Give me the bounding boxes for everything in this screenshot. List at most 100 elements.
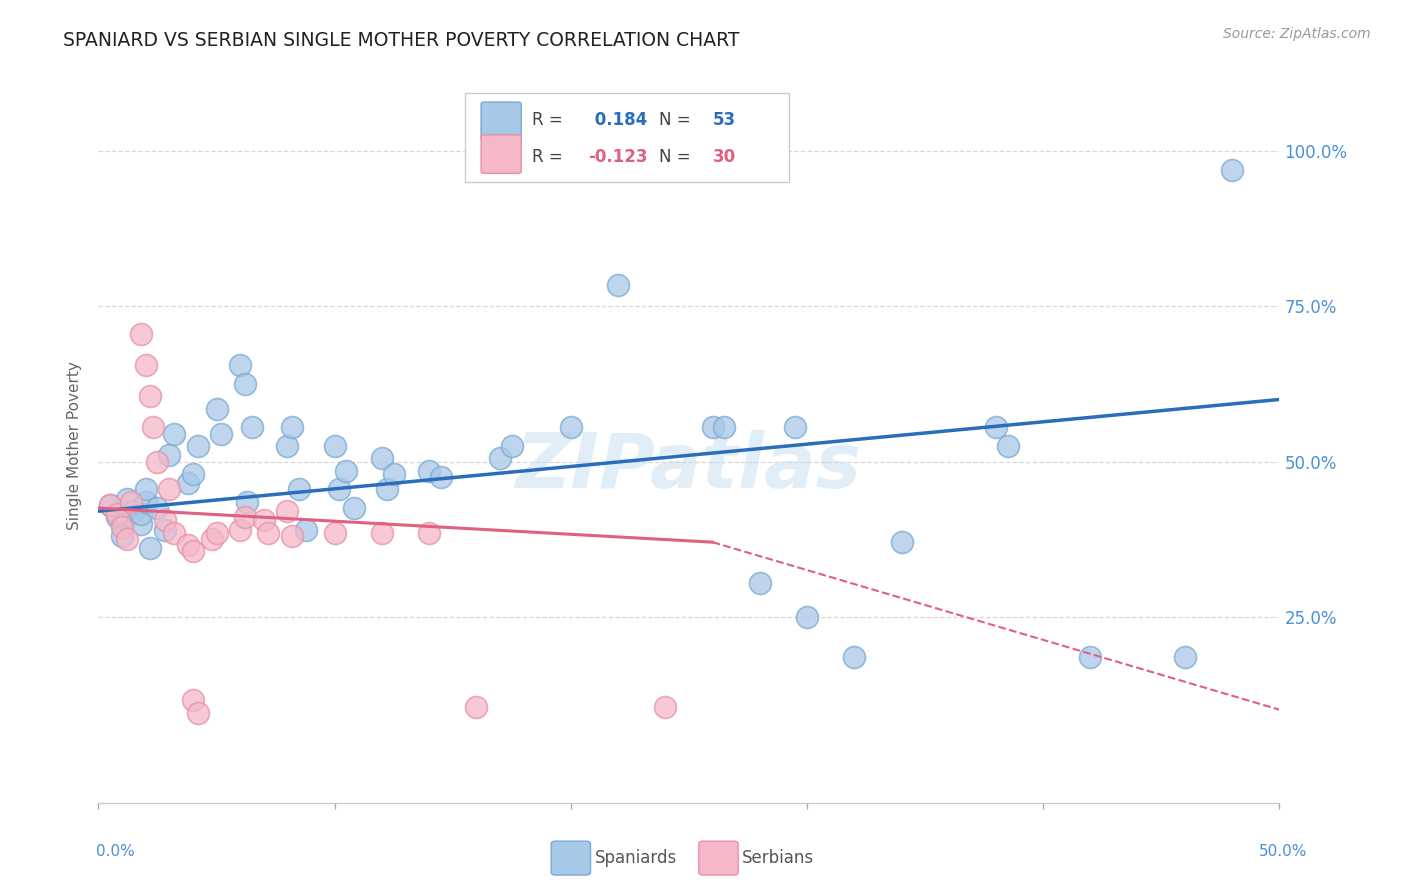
- Point: [654, 699, 676, 714]
- Point: [890, 535, 912, 549]
- Point: [181, 544, 204, 558]
- Point: [157, 448, 180, 462]
- Point: [139, 541, 162, 556]
- Point: [276, 439, 298, 453]
- Point: [187, 439, 209, 453]
- Point: [233, 376, 256, 391]
- Point: [98, 498, 121, 512]
- Point: [135, 495, 157, 509]
- Point: [201, 532, 224, 546]
- Point: [157, 483, 180, 497]
- Point: [163, 525, 186, 540]
- Text: ZIPatlas: ZIPatlas: [516, 431, 862, 504]
- Point: [205, 401, 228, 416]
- Point: [177, 476, 200, 491]
- Point: [105, 510, 128, 524]
- Point: [129, 508, 152, 522]
- Point: [560, 420, 582, 434]
- Point: [418, 464, 440, 478]
- Text: 0.184: 0.184: [589, 111, 647, 128]
- Text: Spaniards: Spaniards: [595, 849, 676, 867]
- Point: [129, 327, 152, 342]
- Point: [1220, 162, 1243, 177]
- Point: [142, 420, 165, 434]
- Point: [205, 525, 228, 540]
- Point: [98, 498, 121, 512]
- Point: [135, 359, 157, 373]
- Point: [328, 483, 350, 497]
- Point: [240, 420, 263, 434]
- Text: R =: R =: [531, 111, 568, 128]
- Point: [430, 470, 453, 484]
- Point: [121, 495, 143, 509]
- Text: 50.0%: 50.0%: [1260, 845, 1308, 859]
- Text: -0.123: -0.123: [589, 148, 648, 166]
- Text: 53: 53: [713, 111, 735, 128]
- FancyBboxPatch shape: [464, 93, 789, 182]
- Point: [382, 467, 405, 481]
- Point: [501, 439, 523, 453]
- Point: [465, 699, 488, 714]
- Point: [371, 525, 394, 540]
- Point: [295, 523, 318, 537]
- Text: Serbians: Serbians: [742, 849, 814, 867]
- Point: [105, 508, 128, 522]
- Point: [153, 513, 176, 527]
- Point: [276, 504, 298, 518]
- Point: [288, 483, 311, 497]
- Text: 0.0%: 0.0%: [96, 845, 135, 859]
- Text: N =: N =: [659, 148, 696, 166]
- Point: [229, 523, 252, 537]
- Point: [163, 426, 186, 441]
- Point: [281, 529, 304, 543]
- Point: [335, 464, 357, 478]
- Y-axis label: Single Mother Poverty: Single Mother Poverty: [67, 361, 83, 531]
- Point: [187, 706, 209, 720]
- Point: [702, 420, 724, 434]
- Point: [371, 451, 394, 466]
- Point: [146, 454, 169, 468]
- Text: 30: 30: [713, 148, 735, 166]
- Point: [139, 389, 162, 403]
- Point: [748, 575, 770, 590]
- Point: [418, 525, 440, 540]
- Point: [844, 650, 866, 665]
- Text: N =: N =: [659, 111, 696, 128]
- Point: [281, 420, 304, 434]
- Text: SPANIARD VS SERBIAN SINGLE MOTHER POVERTY CORRELATION CHART: SPANIARD VS SERBIAN SINGLE MOTHER POVERT…: [63, 31, 740, 50]
- Point: [177, 538, 200, 552]
- Point: [253, 513, 276, 527]
- Point: [375, 483, 398, 497]
- Point: [489, 451, 512, 466]
- Point: [115, 532, 138, 546]
- Point: [146, 501, 169, 516]
- Point: [233, 510, 256, 524]
- Point: [181, 693, 204, 707]
- Point: [229, 359, 252, 373]
- Point: [181, 467, 204, 481]
- Point: [111, 516, 134, 531]
- Point: [129, 516, 152, 531]
- Point: [796, 609, 818, 624]
- Point: [111, 519, 134, 533]
- Point: [209, 426, 232, 441]
- FancyBboxPatch shape: [481, 102, 522, 141]
- Point: [997, 439, 1019, 453]
- FancyBboxPatch shape: [481, 135, 522, 173]
- Point: [1080, 650, 1102, 665]
- Point: [115, 491, 138, 506]
- Point: [984, 420, 1007, 434]
- Point: [135, 483, 157, 497]
- Text: R =: R =: [531, 148, 568, 166]
- Point: [323, 439, 346, 453]
- Text: Source: ZipAtlas.com: Source: ZipAtlas.com: [1223, 27, 1371, 41]
- Point: [713, 420, 735, 434]
- Point: [1174, 650, 1197, 665]
- Point: [153, 523, 176, 537]
- Point: [111, 529, 134, 543]
- Point: [342, 501, 364, 516]
- Point: [323, 525, 346, 540]
- Point: [607, 277, 630, 292]
- Point: [785, 420, 807, 434]
- Point: [122, 504, 145, 518]
